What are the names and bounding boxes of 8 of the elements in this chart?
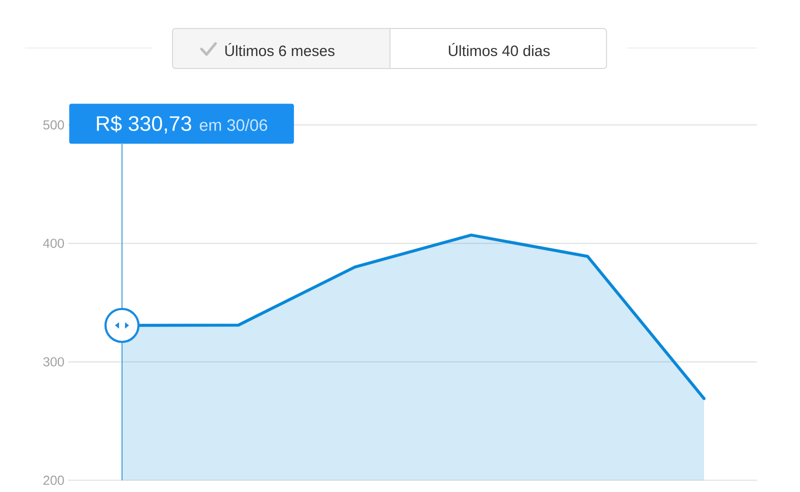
annotation: R$ 330,73 [96, 115, 192, 134]
y-tick-label: 400 [43, 238, 64, 248]
text: Últimos 6 meses [225, 42, 334, 56]
text: Últimos 40 dias [448, 42, 550, 56]
annotation: em 30/06 [200, 118, 268, 131]
y-tick-label: 500 [43, 120, 64, 130]
y-tick-label: 200 [43, 476, 64, 485]
y-tick-label: 300 [43, 357, 64, 366]
